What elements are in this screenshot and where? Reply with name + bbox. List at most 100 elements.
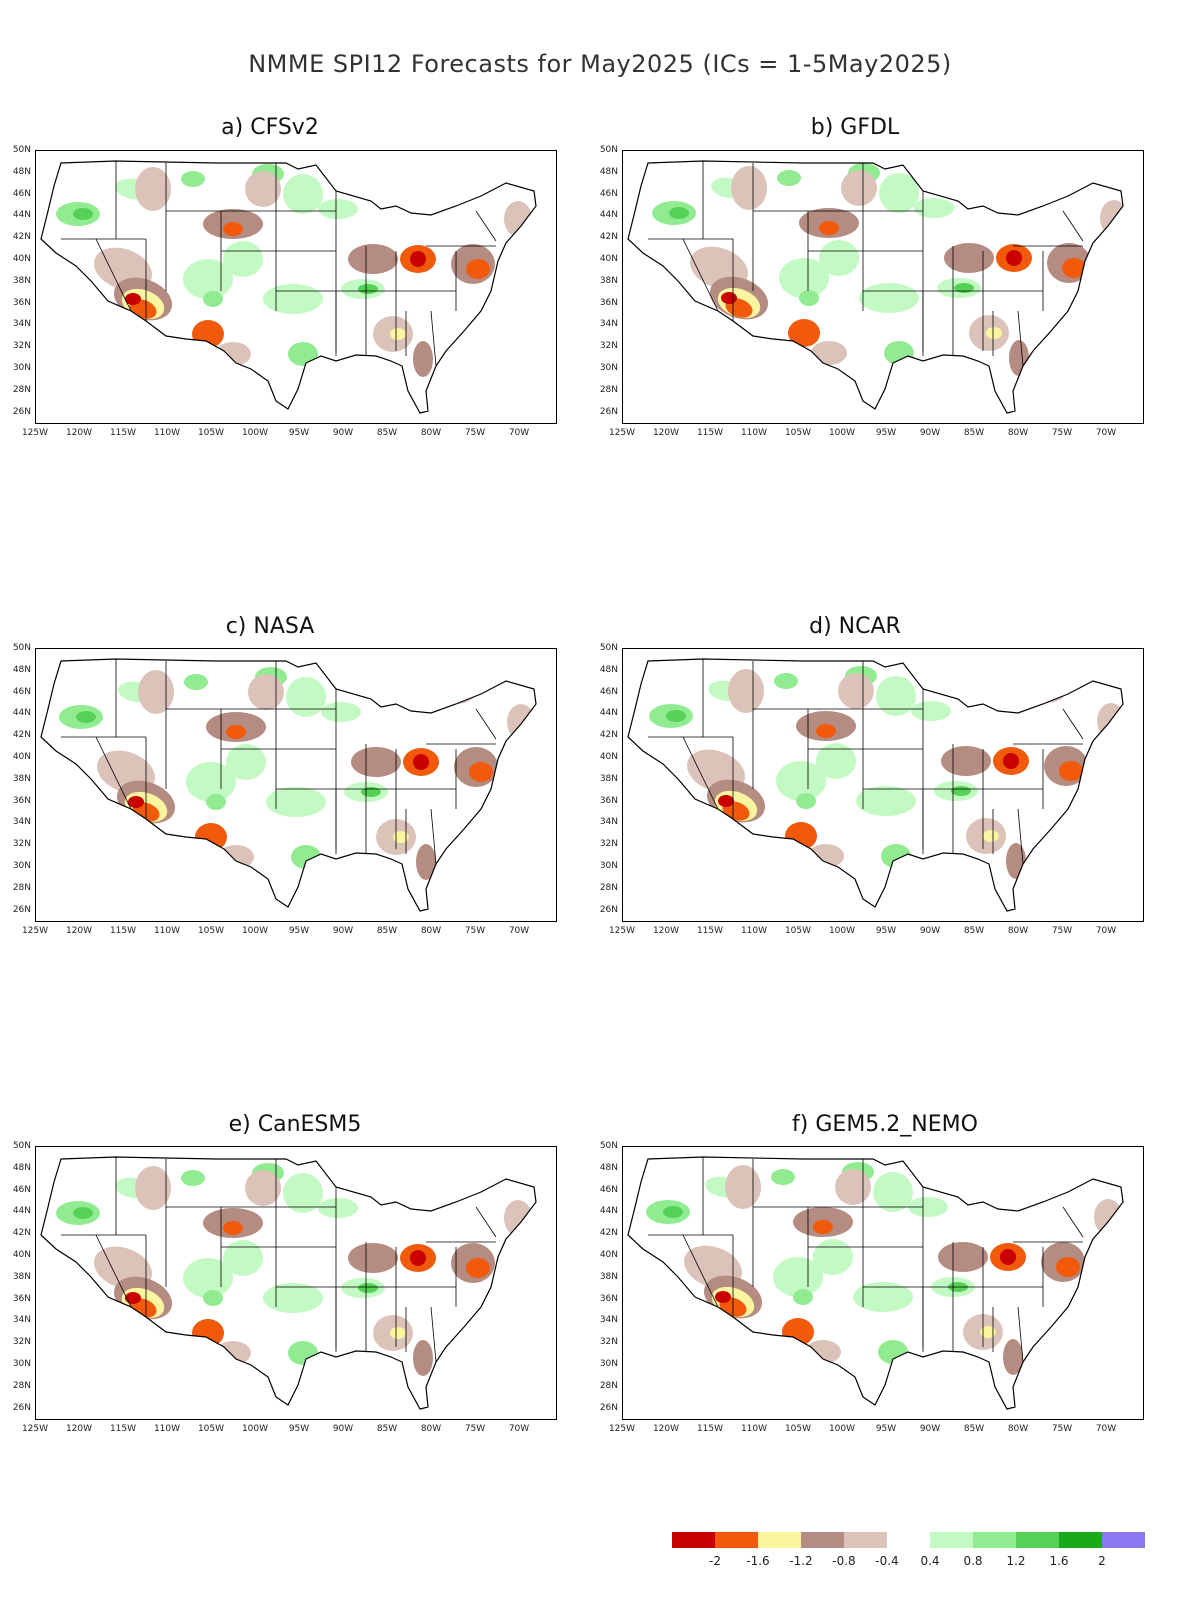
- lat-label: 38N: [599, 275, 618, 286]
- wet-anomaly-region: [669, 207, 689, 219]
- lon-label: 120W: [65, 1424, 93, 1434]
- dry-anomaly-region: [983, 830, 999, 842]
- wet-anomaly-region: [358, 1283, 378, 1293]
- lat-label: 40N: [599, 254, 618, 264]
- lat-label: 30N: [12, 363, 31, 373]
- lon-label: 70W: [508, 428, 530, 438]
- dry-anomaly-region: [1000, 1249, 1016, 1265]
- lon-label: 95W: [875, 1424, 897, 1434]
- lon-label: 115W: [109, 926, 137, 936]
- lat-label: 38N: [12, 1271, 31, 1282]
- wet-anomaly-region: [283, 1173, 323, 1213]
- lon-label: 115W: [109, 1424, 137, 1434]
- wet-anomaly-region: [799, 290, 819, 306]
- state-boundaries: [648, 659, 1084, 865]
- wet-anomaly-region: [358, 284, 378, 294]
- lat-label: 26N: [599, 1402, 618, 1413]
- dry-anomaly-region: [813, 1220, 833, 1234]
- legend-color-box: [930, 1532, 973, 1548]
- wet-anomaly-region: [288, 342, 318, 366]
- panel-title-e: e) CanESM5: [228, 1112, 362, 1137]
- lat-label: 50N: [12, 643, 31, 653]
- wet-anomaly-region: [779, 258, 829, 298]
- lon-label: 90W: [332, 428, 354, 438]
- state-boundaries: [648, 161, 1084, 367]
- dry-anomaly-region: [466, 1258, 490, 1278]
- dry-anomaly-region: [1094, 1199, 1122, 1235]
- legend-color-box: [801, 1532, 844, 1548]
- wet-anomaly-region: [283, 174, 323, 214]
- wet-anomaly-region: [288, 1341, 318, 1365]
- lat-label: 50N: [599, 643, 618, 653]
- legend-label: 2: [1098, 1554, 1106, 1568]
- lon-label: 125W: [21, 428, 49, 438]
- dry-anomaly-region: [1029, 176, 1069, 200]
- lon-label: 100W: [241, 1424, 269, 1434]
- dry-anomaly-region: [410, 251, 426, 267]
- dry-anomaly-region: [226, 725, 246, 739]
- lat-label: 50N: [12, 1141, 31, 1151]
- dry-anomaly-region: [223, 1221, 243, 1235]
- lon-label: 110W: [153, 926, 181, 936]
- lat-label: 32N: [599, 839, 618, 850]
- dry-anomaly-region: [941, 746, 991, 776]
- lon-label: 120W: [65, 428, 93, 438]
- wet-anomaly-region: [203, 291, 223, 307]
- dry-anomaly-region: [1026, 679, 1066, 703]
- lon-label: 105W: [784, 926, 812, 936]
- dry-anomaly-region: [128, 796, 144, 808]
- legend-color-box: [1016, 1532, 1059, 1548]
- lat-label: 32N: [599, 341, 618, 352]
- wet-anomaly-region: [183, 259, 233, 299]
- dry-anomaly-region: [715, 1291, 731, 1303]
- lat-label: 40N: [12, 752, 31, 762]
- lon-label: 100W: [828, 428, 856, 438]
- map-panel-b: [622, 150, 1144, 424]
- lat-label: 50N: [599, 145, 618, 155]
- lon-label: 70W: [1095, 428, 1117, 438]
- anomaly-field: [649, 666, 1123, 879]
- dry-anomaly-region: [436, 680, 476, 704]
- lat-label: 26N: [12, 1402, 31, 1413]
- lat-label: 28N: [12, 882, 31, 893]
- state-line: [430, 310, 437, 367]
- lon-label: 85W: [963, 1424, 985, 1434]
- legend-label: -1.2: [789, 1554, 813, 1568]
- anomaly-field: [56, 1163, 532, 1376]
- wet-anomaly-region: [777, 170, 801, 186]
- lon-label: 90W: [919, 1424, 941, 1434]
- wet-anomaly-region: [666, 710, 686, 722]
- state-line: [430, 808, 437, 865]
- map-svg-e: [40, 1156, 537, 1410]
- lat-label: 42N: [12, 730, 31, 741]
- lat-label: 32N: [599, 1337, 618, 1348]
- lon-label: 125W: [21, 926, 49, 936]
- dry-anomaly-region: [215, 342, 251, 366]
- state-line: [682, 1234, 719, 1308]
- wet-anomaly-region: [853, 1282, 913, 1312]
- legend-label: -1.6: [746, 1554, 770, 1568]
- dry-anomaly-region: [433, 1176, 473, 1200]
- state-line: [1017, 310, 1024, 367]
- wet-anomaly-region: [223, 1240, 263, 1276]
- wet-anomaly-region: [291, 845, 321, 869]
- map-panel-a: [35, 150, 557, 424]
- dry-anomaly-region: [1062, 258, 1086, 278]
- dry-anomaly-region: [1059, 761, 1083, 781]
- coastline: [40, 1156, 537, 1410]
- legend-label: 1.6: [1049, 1554, 1069, 1568]
- panel-title-b: b) GFDL: [810, 115, 900, 140]
- lat-label: 36N: [599, 795, 618, 806]
- lat-label: 46N: [599, 1184, 618, 1195]
- wet-anomaly-region: [663, 1206, 683, 1218]
- lat-label: 48N: [599, 664, 618, 675]
- lat-label: 50N: [12, 145, 31, 155]
- lat-label: 28N: [12, 384, 31, 395]
- dry-anomaly-region: [1003, 753, 1019, 769]
- coastline: [627, 658, 1124, 912]
- lon-label: 105W: [784, 1424, 812, 1434]
- coastline: [627, 160, 1124, 414]
- dry-anomaly-region: [811, 341, 847, 365]
- lat-label: 36N: [12, 297, 31, 308]
- lon-label: 125W: [608, 428, 636, 438]
